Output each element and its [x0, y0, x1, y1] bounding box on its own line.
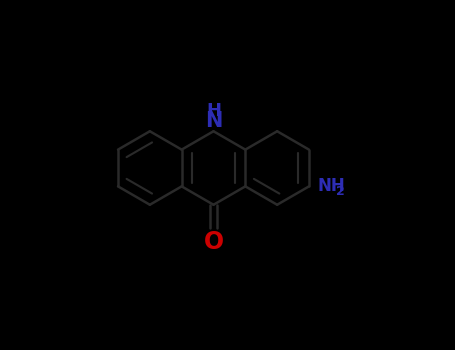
Text: N: N — [205, 111, 222, 131]
Text: O: O — [203, 230, 223, 254]
Text: NH: NH — [318, 177, 345, 195]
Text: 2: 2 — [336, 185, 345, 198]
Text: H: H — [206, 102, 221, 120]
